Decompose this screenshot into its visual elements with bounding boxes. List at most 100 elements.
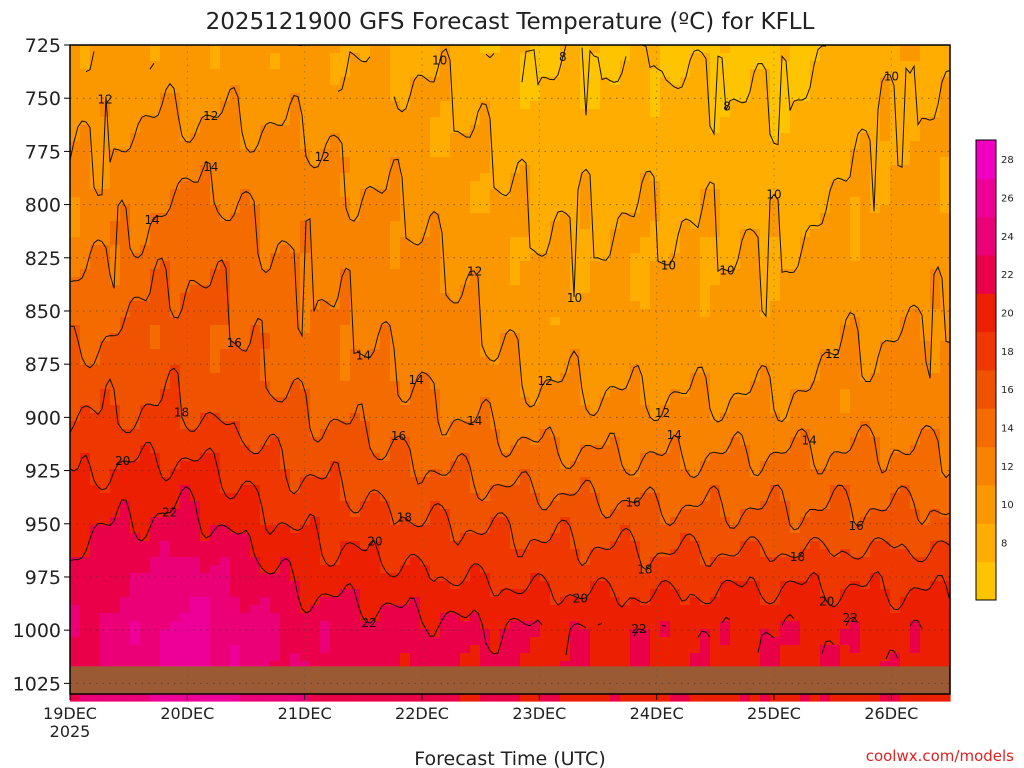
temperature-cell xyxy=(560,421,571,430)
temperature-cell xyxy=(650,445,661,454)
temperature-cell xyxy=(650,357,661,366)
temperature-cell xyxy=(400,493,411,502)
temperature-cell xyxy=(300,285,311,294)
temperature-cell xyxy=(200,61,211,70)
temperature-cell xyxy=(380,165,391,174)
temperature-cell xyxy=(290,477,301,486)
temperature-cell xyxy=(340,597,351,606)
temperature-cell xyxy=(160,309,171,318)
temperature-cell xyxy=(480,333,491,342)
temperature-cell xyxy=(330,181,341,190)
temperature-cell xyxy=(290,45,301,54)
temperature-cell xyxy=(400,117,411,126)
temperature-cell xyxy=(560,333,571,342)
temperature-cell xyxy=(670,445,681,454)
temperature-cell xyxy=(460,629,471,638)
temperature-cell xyxy=(630,77,641,86)
temperature-cell xyxy=(90,133,101,142)
temperature-cell xyxy=(170,45,181,54)
temperature-cell xyxy=(130,621,141,630)
temperature-cell xyxy=(590,421,601,430)
temperature-cell xyxy=(320,165,331,174)
temperature-cell xyxy=(390,525,401,534)
temperature-cell xyxy=(210,293,221,302)
temperature-cell xyxy=(630,109,641,118)
temperature-cell xyxy=(330,429,341,438)
temperature-cell xyxy=(350,317,361,326)
temperature-cell xyxy=(350,485,361,494)
temperature-cell xyxy=(600,589,611,598)
temperature-cell xyxy=(510,333,521,342)
temperature-cell xyxy=(440,173,451,182)
temperature-cell xyxy=(490,381,501,390)
temperature-cell xyxy=(290,365,301,374)
temperature-cell xyxy=(440,469,451,478)
temperature-cell xyxy=(480,597,491,606)
temperature-cell xyxy=(420,581,431,590)
temperature-cell xyxy=(630,573,641,582)
temperature-cell xyxy=(460,205,471,214)
temperature-cell xyxy=(220,613,231,622)
temperature-cell xyxy=(660,437,671,446)
temperature-cell xyxy=(340,205,351,214)
temperature-cell xyxy=(180,269,191,278)
temperature-cell xyxy=(420,613,431,622)
temperature-cell xyxy=(590,141,601,150)
temperature-cell xyxy=(140,205,151,214)
temperature-cell xyxy=(190,149,201,158)
temperature-cell xyxy=(200,317,211,326)
temperature-cell xyxy=(280,309,291,318)
temperature-cell xyxy=(550,229,561,238)
temperature-cell xyxy=(90,485,101,494)
temperature-cell xyxy=(410,661,421,670)
temperature-cell xyxy=(130,229,141,238)
temperature-cell xyxy=(300,77,311,86)
temperature-cell xyxy=(180,413,191,422)
temperature-cell xyxy=(330,365,341,374)
temperature-cell xyxy=(140,109,151,118)
temperature-cell xyxy=(450,357,461,366)
temperature-cell xyxy=(450,285,461,294)
temperature-cell xyxy=(580,285,591,294)
temperature-cell xyxy=(200,461,211,470)
temperature-cell xyxy=(390,133,401,142)
temperature-cell xyxy=(420,45,431,54)
temperature-cell xyxy=(330,509,341,518)
temperature-cell xyxy=(510,469,521,478)
temperature-cell xyxy=(210,629,221,638)
temperature-cell xyxy=(420,573,431,582)
temperature-cell xyxy=(510,157,521,166)
temperature-cell xyxy=(670,77,681,86)
temperature-cell xyxy=(300,621,311,630)
temperature-cell xyxy=(570,293,581,302)
temperature-cell xyxy=(180,581,191,590)
temperature-cell xyxy=(640,349,651,358)
temperature-cell xyxy=(640,125,651,134)
temperature-cell xyxy=(600,309,611,318)
temperature-cell xyxy=(90,613,101,622)
temperature-cell xyxy=(80,397,91,406)
temperature-cell xyxy=(400,541,411,550)
temperature-cell xyxy=(410,277,421,286)
temperature-cell xyxy=(480,389,491,398)
temperature-cell xyxy=(610,605,621,614)
temperature-cell xyxy=(560,213,571,222)
temperature-cell xyxy=(230,301,241,310)
temperature-cell xyxy=(620,645,631,654)
temperature-cell xyxy=(230,477,241,486)
temperature-cell xyxy=(70,181,81,190)
temperature-cell xyxy=(390,165,401,174)
temperature-cell xyxy=(410,349,421,358)
temperature-cell xyxy=(590,341,601,350)
temperature-cell xyxy=(480,557,491,566)
temperature-cell xyxy=(360,477,371,486)
temperature-cell xyxy=(260,269,271,278)
temperature-cell xyxy=(540,45,551,54)
temperature-cell xyxy=(90,93,101,102)
temperature-cell xyxy=(470,245,481,254)
temperature-cell xyxy=(520,469,531,478)
temperature-cell xyxy=(230,461,241,470)
temperature-cell xyxy=(330,261,341,270)
temperature-cell xyxy=(210,517,221,526)
temperature-cell xyxy=(580,541,591,550)
